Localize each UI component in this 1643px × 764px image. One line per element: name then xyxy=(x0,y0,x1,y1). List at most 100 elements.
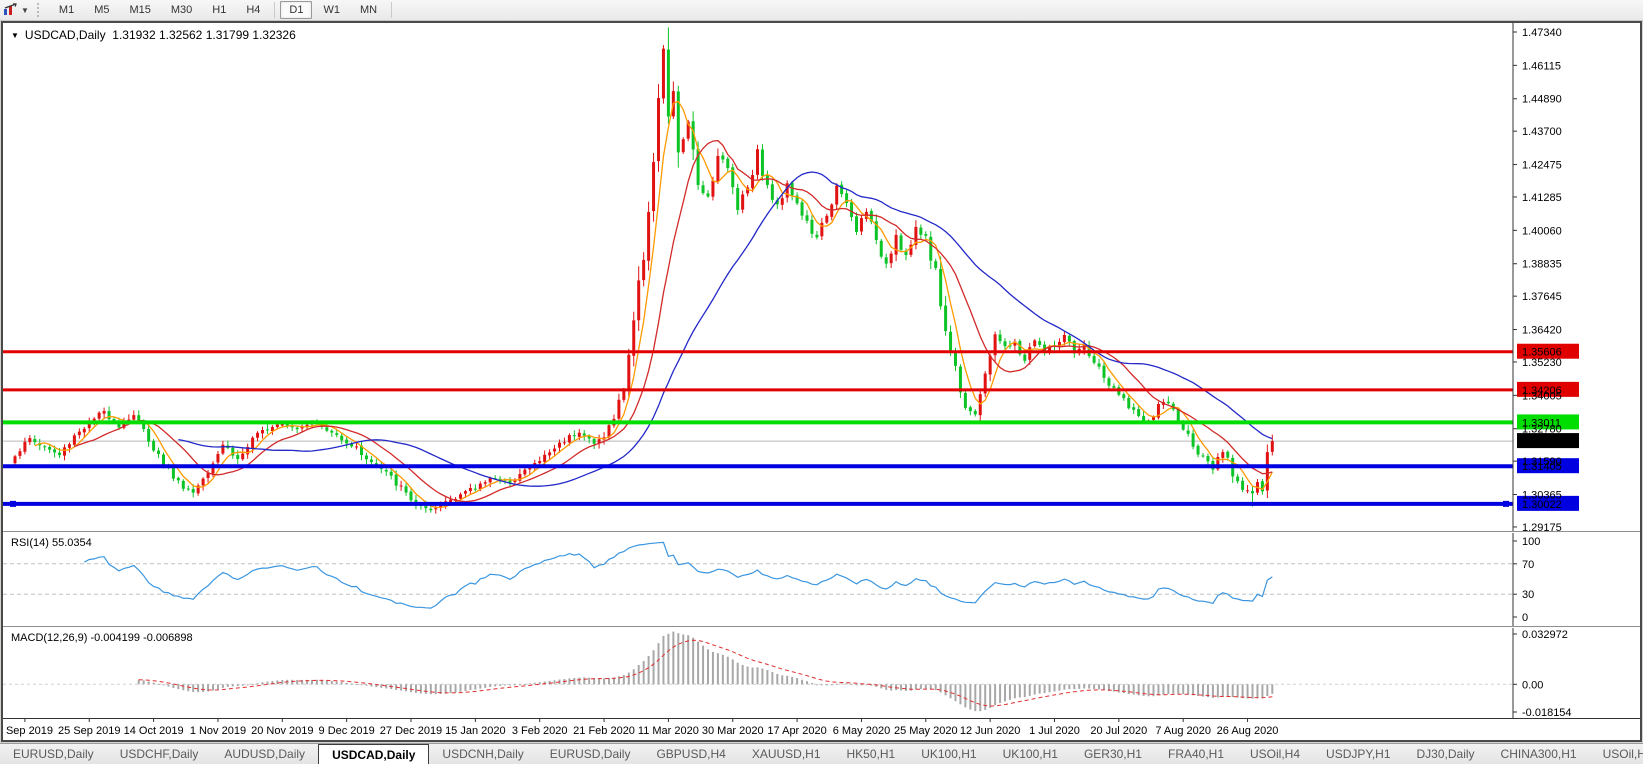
tab-usoil-h4[interactable]: USOil,H4 xyxy=(1250,747,1301,761)
tab-hk50-h1[interactable]: HK50,H1 xyxy=(846,747,896,761)
macd-signal-line xyxy=(138,639,1273,707)
tab-ger30-h1[interactable]: GER30,H1 xyxy=(1083,747,1142,761)
date-tick-label: 3 Feb 2020 xyxy=(512,725,568,737)
tab-eurusd-daily[interactable]: EURUSD,Daily xyxy=(13,747,94,761)
moving-average-line-2 xyxy=(178,171,1273,487)
date-tick-label: 11 Mar 2020 xyxy=(638,725,699,737)
svg-text:1.37645: 1.37645 xyxy=(1522,291,1562,303)
timeframe-button-M30[interactable]: M30 xyxy=(170,4,193,16)
date-tick-label: 7 Aug 2020 xyxy=(1155,725,1211,737)
date-tick-label: 9 Dec 2019 xyxy=(319,725,375,737)
date-tick-label: 25 May 2020 xyxy=(894,725,958,737)
svg-text:-0.018154: -0.018154 xyxy=(1522,707,1572,718)
timeframe-button-M5[interactable]: M5 xyxy=(94,4,110,16)
chart-title-text: USDCAD,Daily 1.31932 1.32562 1.31799 1.3… xyxy=(24,28,296,42)
macd-panel[interactable]: 0.032972 0.00 -0.018154 xyxy=(3,628,1640,718)
rsi-axis[interactable]: 100 70 30 0 xyxy=(1512,533,1540,626)
rsi-line xyxy=(84,541,1273,609)
tab-eurusd-daily[interactable]: EURUSD,Daily xyxy=(549,747,631,761)
rsi-panel[interactable]: 100 70 30 0 xyxy=(3,533,1640,626)
chart-cursor-tool[interactable]: ▼ xyxy=(0,1,32,19)
svg-text:1.33011: 1.33011 xyxy=(1522,417,1561,429)
date-tick-label: 1 Nov 2019 xyxy=(190,725,246,737)
chevron-down-icon: ▼ xyxy=(21,5,29,15)
horizontal-line-1.35606[interactable]: 1.35606 xyxy=(3,343,1579,359)
timeframe-button-H4[interactable]: H4 xyxy=(246,4,261,16)
date-tick-label: 12 Jun 2020 xyxy=(960,725,1021,737)
price-chart-panel[interactable]: 1.35606 1.34206 1.33011 1.31405 1.30022 1.473… xyxy=(3,23,1640,531)
date-tick-label: 20 Jul 2020 xyxy=(1090,725,1147,737)
date-tick-label: 6 May 2020 xyxy=(833,725,890,737)
current-price-label xyxy=(1517,433,1579,449)
tab-usoil-h1[interactable]: USOil,H1 xyxy=(1602,747,1643,761)
timeframe-button-M1[interactable]: M1 xyxy=(58,4,75,16)
toolbar-divider xyxy=(274,2,276,18)
toolbar-grip[interactable] xyxy=(36,3,44,17)
tab-gbpusd-h4[interactable]: GBPUSD,H4 xyxy=(656,747,726,761)
tab-audusd-daily[interactable]: AUDUSD,Daily xyxy=(224,747,306,761)
timeframe-button-MN[interactable]: MN xyxy=(359,4,378,16)
date-tick-label: 14 Oct 2019 xyxy=(124,725,184,737)
timeframe-button-H1[interactable]: H1 xyxy=(212,4,227,16)
svg-text:1.35606: 1.35606 xyxy=(1522,347,1562,359)
date-tick-label: 15 Jan 2020 xyxy=(445,725,506,737)
horizontal-line-1.34206[interactable]: 1.34206 xyxy=(3,381,1579,397)
svg-text:1.43700: 1.43700 xyxy=(1522,126,1562,138)
rsi-label: RSI(14) 55.0354 xyxy=(11,537,92,549)
date-tick-label: 17 Apr 2020 xyxy=(767,725,826,737)
svg-text:1.44890: 1.44890 xyxy=(1522,94,1562,106)
tab-usdchf-daily[interactable]: USDCHF,Daily xyxy=(119,747,199,761)
tab-fra40-h1[interactable]: FRA40,H1 xyxy=(1167,747,1225,761)
price-axis[interactable]: 1.47340 1.46115 1.44890 1.43700 1.42475 1.412… xyxy=(1512,23,1562,531)
macd-label: MACD(12,26,9) -0.004199 -0.006898 xyxy=(11,632,193,644)
timeframe-button-group: M1 M5 M15 M30 H1 H4 D1 W1 MN xyxy=(49,0,396,20)
date-tick-label: 6 Sep 2019 xyxy=(3,725,53,737)
tab-china300-h1[interactable]: CHINA300,H1 xyxy=(1500,747,1577,761)
svg-text:1.40060: 1.40060 xyxy=(1522,225,1562,237)
panel-separator[interactable] xyxy=(3,626,1640,628)
svg-text:1.31590: 1.31590 xyxy=(1522,456,1562,468)
date-axis[interactable]: 6 Sep 2019 25 Sep 2019 14 Oct 2019 1 Nov 20… xyxy=(3,718,1640,740)
toolbar: ▼ M1 M5 M15 M30 H1 H4 D1 W1 MN xyxy=(0,0,1643,21)
svg-text:1.38835: 1.38835 xyxy=(1522,259,1562,271)
panel-separator[interactable] xyxy=(3,531,1640,533)
toolbar-divider xyxy=(391,2,393,18)
moving-average-line-0 xyxy=(34,100,1273,509)
date-tick-label: 30 Mar 2020 xyxy=(702,725,764,737)
timeframe-button-M15[interactable]: M15 xyxy=(129,4,151,16)
chart-cursor-icon xyxy=(4,3,17,15)
timeframe-button-D1[interactable]: D1 xyxy=(280,1,313,19)
tab-usdjpy-h1[interactable]: USDJPY,H1 xyxy=(1326,747,1391,761)
chart-title: ▼ USDCAD,Daily 1.31932 1.32562 1.31799 1… xyxy=(11,28,296,42)
tab-uk100-h1[interactable]: UK100,H1 xyxy=(921,747,977,761)
horizontal-line-1.33011[interactable]: 1.33011 xyxy=(3,414,1579,430)
collapse-caret-icon[interactable]: ▼ xyxy=(11,30,19,40)
svg-text:1.46115: 1.46115 xyxy=(1522,60,1561,72)
svg-text:1.34005: 1.34005 xyxy=(1522,390,1562,402)
moving-average-line-1 xyxy=(74,139,1273,503)
chart-client-area: 1.35606 1.34206 1.33011 1.31405 1.30022 1.473… xyxy=(3,23,1640,740)
horizontal-line-1.31405[interactable]: 1.31405 xyxy=(3,458,1579,474)
horizontal-line-1.30022[interactable]: 1.30022 xyxy=(3,495,1579,511)
macd-histogram xyxy=(137,631,1274,712)
svg-text:1.47340: 1.47340 xyxy=(1522,27,1562,39)
svg-text:1.30022: 1.30022 xyxy=(1522,499,1562,511)
date-tick-label: 1 Jul 2020 xyxy=(1029,725,1080,737)
macd-axis[interactable]: 0.032972 0.00 -0.018154 xyxy=(1512,628,1572,718)
svg-text:70: 70 xyxy=(1522,559,1534,571)
date-tick-label: 26 Aug 2020 xyxy=(1217,725,1279,737)
tab-xauusd-h1[interactable]: XAUUSD,H1 xyxy=(751,747,821,761)
svg-text:0.00: 0.00 xyxy=(1522,679,1543,691)
svg-text:1.32326: 1.32326 xyxy=(1522,436,1562,448)
tab-usdcad-daily[interactable]: USDCAD,Daily xyxy=(318,744,430,764)
svg-text:100: 100 xyxy=(1522,536,1540,548)
chart-tab-bar: EURUSD,Daily USDCHF,Daily AUDUSD,Daily USDC… xyxy=(0,743,1643,764)
timeframe-button-W1[interactable]: W1 xyxy=(323,4,340,16)
svg-text:1.32780: 1.32780 xyxy=(1522,424,1562,436)
date-tick-label: 25 Sep 2019 xyxy=(58,725,120,737)
tab-uk100-h1[interactable]: UK100,H1 xyxy=(1002,747,1058,761)
tab-dj30-daily[interactable]: DJ30,Daily xyxy=(1416,747,1475,761)
svg-text:30: 30 xyxy=(1522,589,1534,601)
tab-usdcnh-daily[interactable]: USDCNH,Daily xyxy=(442,747,524,761)
